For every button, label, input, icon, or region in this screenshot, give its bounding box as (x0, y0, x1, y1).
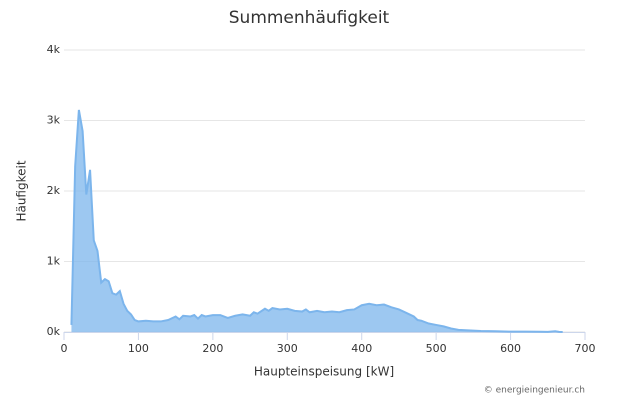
x-tick-label: 100 (128, 342, 149, 355)
x-axis-label: Haupteinspeisung [kW] (254, 365, 394, 379)
x-tick-label: 500 (426, 342, 447, 355)
y-tick-label: 1k (47, 255, 61, 268)
y-axis-label: Häufigkeit (15, 160, 29, 221)
y-tick-label: 4k (47, 43, 61, 56)
x-tick-label: 200 (202, 342, 223, 355)
x-tick-label: 600 (500, 342, 521, 355)
x-tick-label: 0 (61, 342, 68, 355)
area-line (70, 109, 563, 333)
x-tick-label: 300 (277, 342, 298, 355)
y-tick-label: 2k (47, 184, 61, 197)
x-tick-label: 700 (575, 342, 596, 355)
y-tick-label: 3k (47, 114, 61, 127)
credit: © energieingenieur.ch (484, 386, 585, 396)
area-fill (71, 109, 563, 332)
x-tick-label: 400 (351, 342, 372, 355)
y-tick-label: 0k (47, 325, 61, 338)
chart-title: Summenhäufigkeit (229, 8, 390, 28)
